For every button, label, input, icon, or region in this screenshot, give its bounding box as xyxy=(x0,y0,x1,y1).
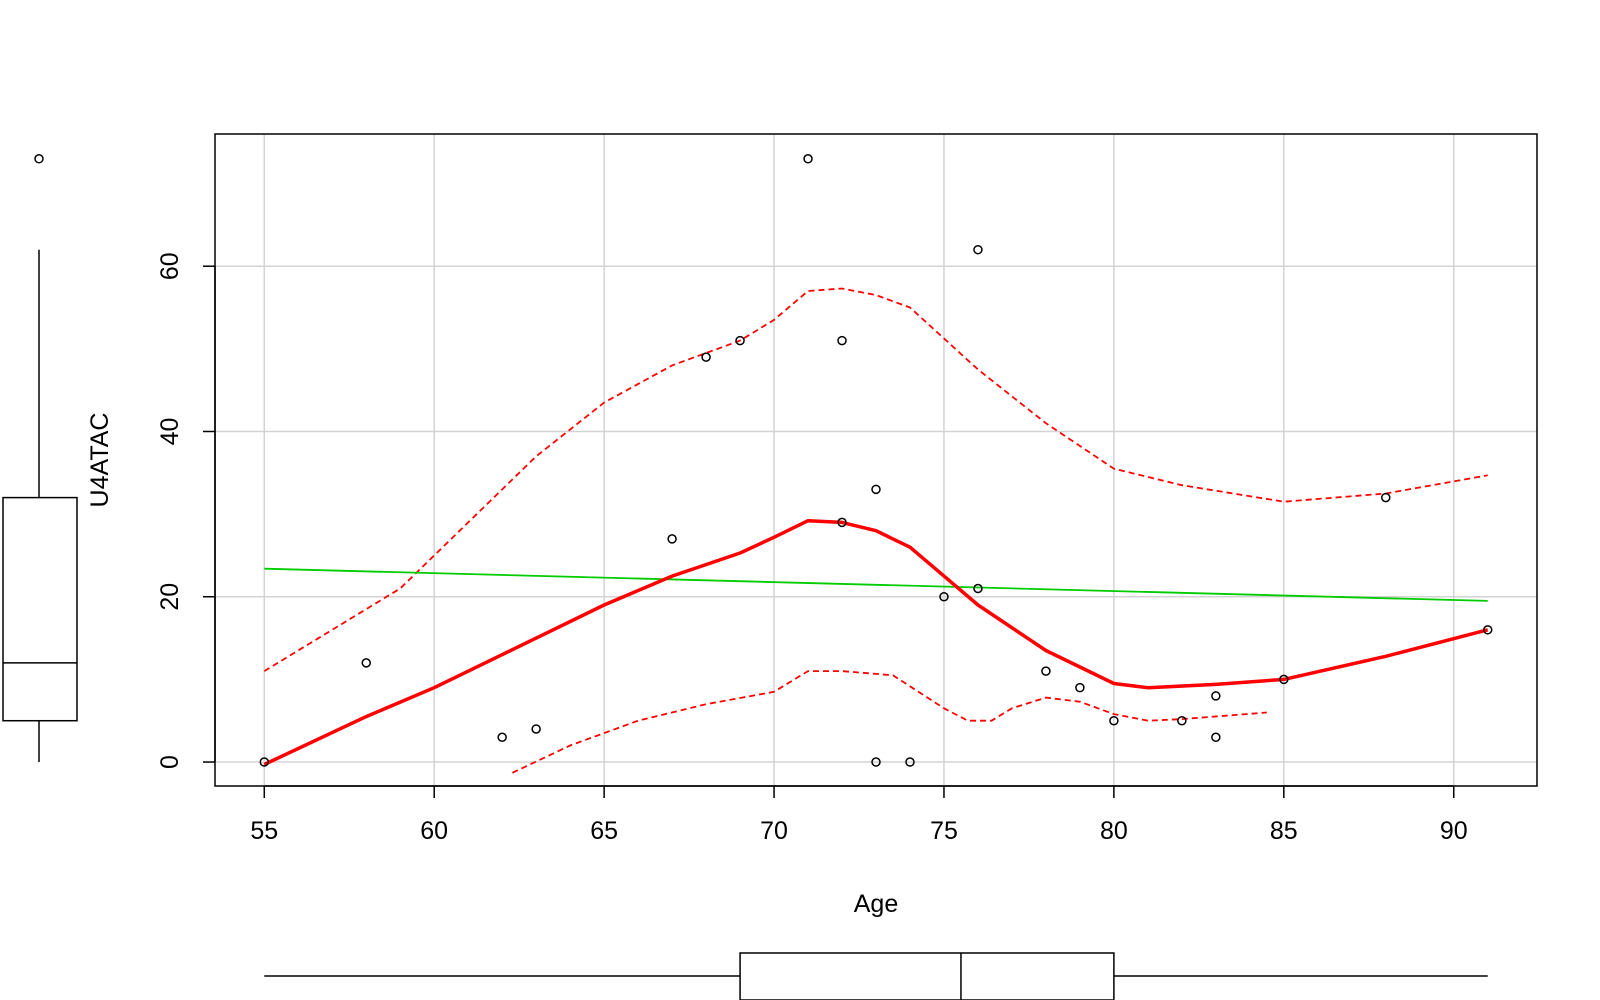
data-point xyxy=(1109,715,1119,726)
smooth-fit-line xyxy=(263,518,1489,767)
x-tick-label: 60 xyxy=(420,817,448,845)
y-marginal-boxplot xyxy=(2,154,78,763)
y-tick-label: 0 xyxy=(156,755,184,769)
x-tick-label: 90 xyxy=(1440,817,1468,845)
data-point xyxy=(735,335,745,346)
x-tick-label: 80 xyxy=(1100,817,1128,845)
y-tick-label: 20 xyxy=(156,583,184,611)
data-point xyxy=(1381,492,1391,503)
data-point xyxy=(905,757,915,767)
y-tick-label: 40 xyxy=(156,418,184,446)
data-point xyxy=(837,335,847,346)
data-point xyxy=(1075,682,1085,693)
x-tick-label: 75 xyxy=(930,817,958,845)
x-box-body xyxy=(739,952,1115,1000)
axes: 55 60 65 70 75 80 85 90 0 20 40 60 xyxy=(156,252,1468,845)
x-marginal-boxplot xyxy=(264,952,1488,1000)
smooth-upper-band xyxy=(263,287,1488,672)
data-point xyxy=(1482,625,1493,635)
data-point xyxy=(973,244,983,255)
data-point xyxy=(531,724,541,734)
data-point xyxy=(259,757,270,767)
data-point xyxy=(1177,715,1187,726)
data-point xyxy=(973,583,983,594)
y-tick-label: 60 xyxy=(156,252,184,280)
x-tick-label: 70 xyxy=(760,817,788,845)
data-point xyxy=(497,732,507,742)
data-point xyxy=(361,658,371,668)
x-tick-label: 85 xyxy=(1270,817,1298,845)
data-point xyxy=(1211,732,1221,742)
y-box-body xyxy=(2,496,78,722)
fit-lines xyxy=(263,287,1489,774)
x-axis-label: Age xyxy=(854,890,898,918)
data-point xyxy=(837,517,847,528)
data-point xyxy=(871,757,881,767)
data-point xyxy=(1211,691,1221,701)
x-tick-label: 55 xyxy=(250,817,278,845)
linear-fit-line xyxy=(264,567,1488,602)
y-box-outlier xyxy=(34,154,44,164)
data-point xyxy=(667,534,677,544)
x-tick-label: 65 xyxy=(590,817,618,845)
y-axis-label: U4ATAC xyxy=(86,413,114,508)
data-point xyxy=(871,484,881,495)
data-point xyxy=(1279,674,1289,685)
data-point xyxy=(701,352,711,362)
data-point xyxy=(939,592,949,602)
data-point xyxy=(1041,666,1051,676)
data-points xyxy=(259,154,1493,767)
data-point xyxy=(803,154,813,164)
smooth-lower-band xyxy=(512,670,1267,774)
